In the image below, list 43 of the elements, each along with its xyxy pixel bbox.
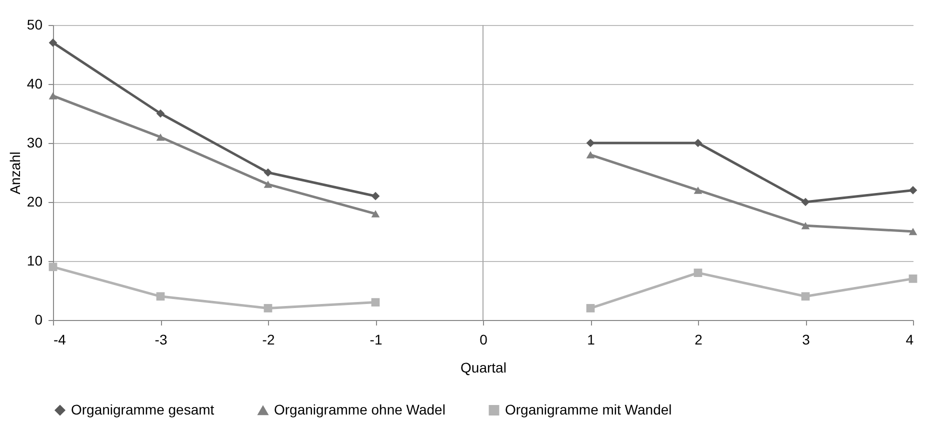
legend-label: Organigramme gesamt [71, 401, 214, 418]
point [801, 198, 810, 206]
point [586, 304, 595, 312]
point [371, 210, 380, 218]
point [264, 180, 272, 188]
x-tick-label: -2 [262, 332, 275, 348]
y-tick-label: 30 [26, 134, 43, 150]
x-tick-label: -1 [370, 332, 382, 348]
x-tick-label: -4 [54, 332, 66, 348]
x-tick-label: 4 [906, 332, 914, 348]
x-axis-title: Quartal [460, 360, 506, 376]
point [264, 304, 272, 312]
point [586, 151, 595, 158]
y-tick-label: 20 [26, 194, 43, 210]
y-tick-label: 0 [34, 312, 43, 328]
point [48, 262, 58, 272]
legend-label: Organigramme mit Wandel [505, 401, 672, 418]
legend-label: Organigramme ohne Wadel [274, 402, 446, 418]
y-axis-title: Anzahl [6, 152, 23, 194]
point [801, 222, 810, 230]
x-tick-label: 0 [480, 332, 488, 348]
point [264, 168, 272, 177]
point [694, 268, 702, 277]
point [156, 133, 165, 141]
point [908, 228, 918, 236]
x-tick-label: -3 [154, 332, 168, 348]
point [371, 298, 380, 306]
point [156, 292, 165, 301]
point [694, 138, 702, 148]
x-tick-label: 2 [694, 332, 703, 348]
point [156, 109, 165, 118]
point [48, 92, 58, 100]
point [48, 38, 58, 47]
y-tick-label: 50 [26, 16, 43, 32]
point [908, 186, 918, 194]
point [801, 292, 810, 301]
y-tick-label: 10 [26, 252, 43, 268]
x-tick-label: 3 [802, 332, 810, 348]
point [371, 192, 380, 200]
x-tick-label: 1 [587, 332, 596, 348]
y-tick-label: 40 [26, 76, 43, 92]
point [694, 186, 702, 194]
point [908, 274, 918, 283]
